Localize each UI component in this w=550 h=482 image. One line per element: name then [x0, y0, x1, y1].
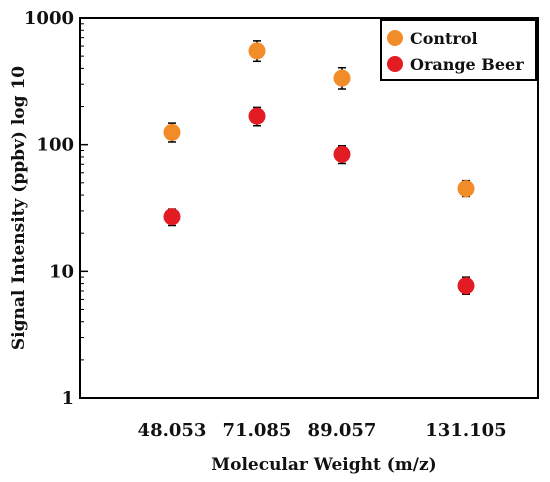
y-tick-label: 1000 [24, 8, 74, 29]
data-point [333, 69, 351, 87]
series-layer [163, 40, 475, 295]
x-tick-label: 131.105 [425, 420, 506, 441]
series-control [163, 40, 475, 198]
y-tick-label: 100 [36, 135, 74, 156]
x-axis-ticks: 48.053 71.085 89.057 131.105 [138, 420, 507, 441]
data-point [248, 42, 266, 60]
y-axis-ticks: 1 10 100 1000 [24, 8, 88, 409]
x-axis-title: Molecular Weight (m/z) [211, 455, 436, 475]
data-point [457, 277, 475, 295]
legend-label-control: Control [410, 29, 478, 48]
legend-box [380, 19, 537, 81]
data-point [457, 180, 475, 198]
x-tick-label: 48.053 [138, 420, 207, 441]
legend: Control Orange Beer [380, 19, 537, 81]
x-tick-label: 89.057 [308, 420, 377, 441]
series-orange-beer [163, 106, 475, 295]
x-tick-label: 71.085 [223, 420, 292, 441]
y-tick-label: 10 [49, 261, 74, 282]
data-point [248, 107, 266, 125]
y-tick-label: 1 [61, 388, 74, 409]
legend-label-orange-beer: Orange Beer [410, 55, 524, 74]
legend-marker-orange-beer [387, 56, 403, 72]
plot-frame [79, 17, 539, 399]
data-point [333, 145, 351, 163]
data-point [163, 208, 181, 226]
legend-marker-control [387, 30, 403, 46]
data-point [163, 123, 181, 141]
y-axis-title: Signal Intensity (ppbv) log 10 [9, 66, 29, 350]
